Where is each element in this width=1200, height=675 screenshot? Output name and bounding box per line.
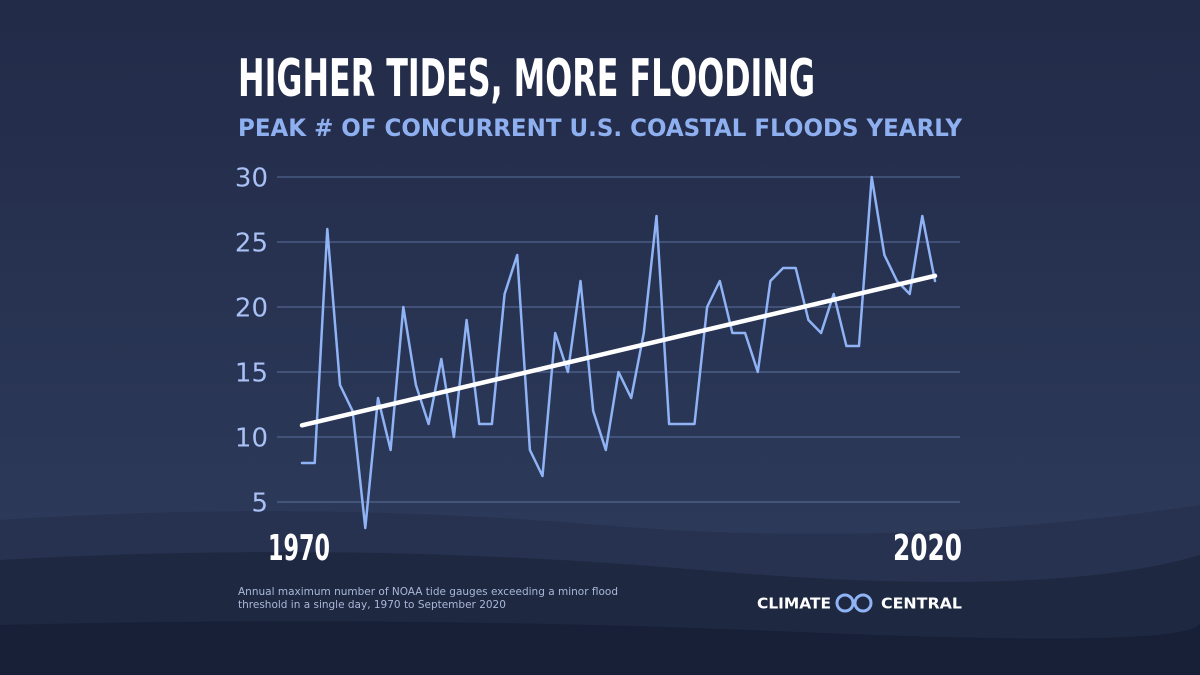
y-tick-label: 5 <box>251 489 268 519</box>
logo-icon <box>835 593 873 613</box>
hill-front <box>0 621 1200 675</box>
chart-title: HIGHER TIDES, MORE FLOODING <box>238 49 815 109</box>
logo-word: CLIMATE <box>757 595 831 613</box>
x-tick-label: 2020 <box>893 528 962 569</box>
plot-area: 5 10 15 20 25 30 1970 2020 <box>235 164 962 570</box>
trend-line <box>299 273 938 428</box>
logo-word: CENTRAL <box>881 595 962 613</box>
footnote: threshold in a single day, 1970 to Septe… <box>238 599 506 611</box>
chart-subtitle: PEAK # OF CONCURRENT U.S. COASTAL FLOODS… <box>238 114 963 142</box>
data-line <box>300 175 937 530</box>
y-tick-label: 25 <box>235 229 268 259</box>
x-tick-label: 1970 <box>268 528 330 569</box>
y-tick-label: 10 <box>235 424 268 454</box>
y-tick-label: 15 <box>235 359 268 389</box>
y-tick-label: 20 <box>235 294 268 324</box>
footnote: Annual maximum number of NOAA tide gauge… <box>238 586 618 598</box>
y-tick-label: 30 <box>235 164 268 194</box>
